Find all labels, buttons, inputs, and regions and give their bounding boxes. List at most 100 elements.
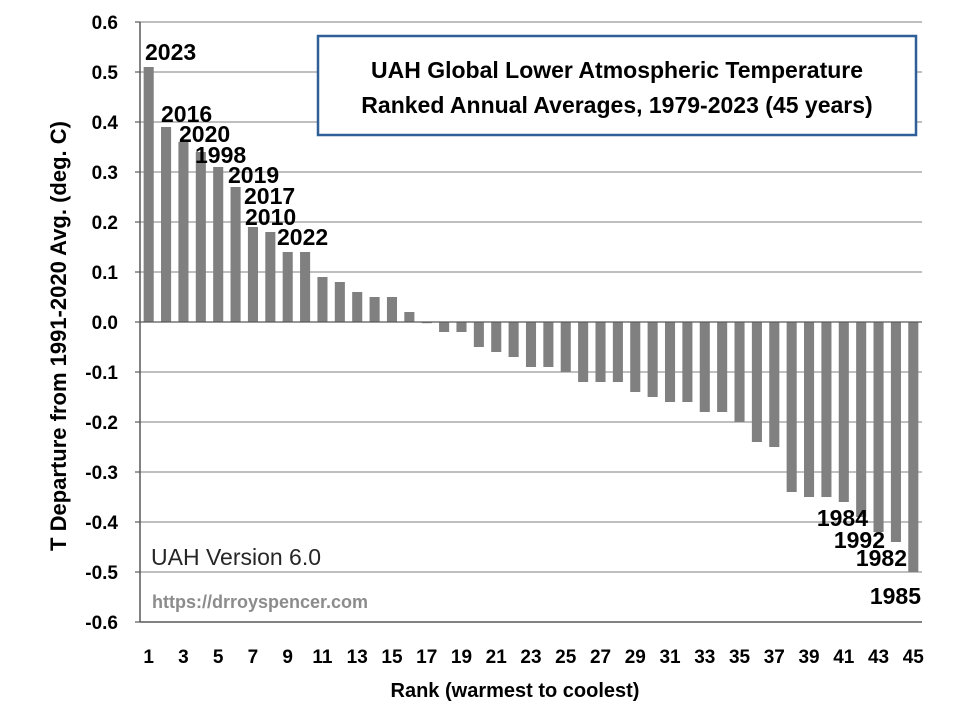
bar-rank-7 xyxy=(247,227,258,322)
x-tick-label: 5 xyxy=(213,647,224,668)
y-tick-label: -0.4 xyxy=(85,513,118,534)
year-label-1984: 1984 xyxy=(817,505,868,531)
bar-rank-4 xyxy=(195,152,206,322)
bar-rank-11 xyxy=(317,277,328,322)
year-label-1992: 1992 xyxy=(834,527,885,553)
x-axis-label: Rank (warmest to coolest) xyxy=(391,680,640,702)
y-tick-label: 0.5 xyxy=(92,63,119,84)
bar-rank-36 xyxy=(751,322,762,442)
x-tick-label: 15 xyxy=(381,647,403,668)
year-label-2020: 2020 xyxy=(179,121,230,147)
bar-rank-43 xyxy=(873,322,884,532)
y-axis-label: T Departure from 1991-2020 Avg. (deg. C) xyxy=(46,121,71,551)
bar-rank-14 xyxy=(369,297,380,322)
bar-rank-29 xyxy=(630,322,641,392)
x-tick-label: 11 xyxy=(312,647,333,668)
bar-rank-25 xyxy=(560,322,571,372)
bar-rank-22 xyxy=(508,322,519,357)
axes xyxy=(135,21,922,623)
bar-rank-23 xyxy=(525,322,537,367)
bar-rank-3 xyxy=(178,142,189,322)
x-tick-label: 1 xyxy=(143,647,154,668)
x-tick-label: 37 xyxy=(764,647,785,668)
bar-rank-42 xyxy=(856,322,867,517)
title-box-border xyxy=(316,34,918,137)
bar-rank-34 xyxy=(717,322,728,412)
bar-rank-5 xyxy=(213,167,224,322)
y-tick-label: -0.3 xyxy=(85,463,118,484)
x-tick-label: 27 xyxy=(590,647,611,668)
year-label-2017: 2017 xyxy=(244,183,295,209)
y-tick-label: -0.2 xyxy=(85,413,118,434)
x-tick-label: 29 xyxy=(625,647,646,668)
y-tick-label: 0.0 xyxy=(92,313,118,334)
x-tick-label: 19 xyxy=(451,647,472,668)
bar-rank-30 xyxy=(647,322,658,397)
bar-rank-9 xyxy=(282,252,293,322)
bar-rank-27 xyxy=(595,322,606,382)
x-tick-label: 25 xyxy=(555,647,577,668)
bar-rank-1 xyxy=(143,67,154,322)
x-tick-label: 33 xyxy=(694,647,715,668)
x-tick-labels: 1 3 5 7 9 11 13 15 17 19 21 23 25 27 29 31 33 35 37 39 41 43 4… xyxy=(143,647,924,668)
year-label-2016: 2016 xyxy=(161,101,212,127)
year-label-2019: 2019 xyxy=(228,162,279,188)
x-tick-label: 17 xyxy=(416,647,437,668)
year-label-1985: 1985 xyxy=(870,583,921,609)
bar-rank-37 xyxy=(769,322,780,447)
bar-rank-41 xyxy=(838,322,849,502)
bar-rank-24 xyxy=(543,322,554,367)
x-tick-label: 45 xyxy=(903,647,925,668)
y-tick-label: 0.4 xyxy=(92,113,119,134)
year-label-1998: 1998 xyxy=(195,142,246,168)
bar-rank-13 xyxy=(352,292,363,322)
x-tick-label: 41 xyxy=(833,647,855,668)
y-tick-label: 0.3 xyxy=(92,163,118,184)
year-label-2022: 2022 xyxy=(277,224,328,250)
x-tick-label: 13 xyxy=(347,647,368,668)
x-tick-label: 9 xyxy=(282,647,293,668)
bar-rank-33 xyxy=(699,322,710,412)
x-tick-label: 3 xyxy=(178,647,189,668)
x-tick-label: 35 xyxy=(729,647,751,668)
bar-rank-26 xyxy=(578,322,589,382)
bar-rank-40 xyxy=(821,322,832,497)
bar-rank-45 xyxy=(908,322,919,572)
bar-rank-32 xyxy=(682,322,693,402)
bar-series xyxy=(143,67,919,572)
x-tick-label: 39 xyxy=(798,647,819,668)
x-tick-label: 31 xyxy=(659,647,681,668)
bar-rank-12 xyxy=(334,282,345,322)
bar-rank-20 xyxy=(473,322,484,347)
bar-rank-19 xyxy=(456,322,467,332)
year-label-2023: 2023 xyxy=(145,39,196,65)
bar-rank-35 xyxy=(734,322,745,422)
year-label-1982: 1982 xyxy=(856,545,907,571)
x-tick-label: 43 xyxy=(868,647,889,668)
x-tick-label: 21 xyxy=(486,647,508,668)
title-box: UAH Global Lower Atmospheric Temperature… xyxy=(316,34,918,137)
x-tick-label: 7 xyxy=(248,647,259,668)
y-tick-label: -0.1 xyxy=(85,363,118,384)
version-label: UAH Version 6.0 xyxy=(151,544,321,570)
bar-rank-44 xyxy=(890,322,901,542)
bar-rank-39 xyxy=(804,322,815,497)
chart-title-line-2: Ranked Annual Averages, 1979-2023 (45 ye… xyxy=(361,92,872,118)
bar-rank-38 xyxy=(786,322,797,492)
bar-rank-28 xyxy=(612,322,623,382)
year-label-2010: 2010 xyxy=(245,204,296,230)
y-tick-labels: 0.6 0.5 0.4 0.3 0.2 0.1 0.0 -0.1 -0.2 -0.3 -0.4 -0.… xyxy=(85,13,118,634)
y-tick-label: 0.2 xyxy=(92,213,118,234)
bar-rank-8 xyxy=(265,232,276,322)
bar-rank-6 xyxy=(230,187,241,322)
chart-title-line-1: UAH Global Lower Atmospheric Temperature xyxy=(371,57,863,83)
y-tick-label: -0.5 xyxy=(85,563,118,584)
y-tick-label: 0.6 xyxy=(92,13,118,34)
x-tick-label: 23 xyxy=(520,647,541,668)
bar-rank-15 xyxy=(386,297,398,322)
bar-rank-18 xyxy=(439,322,450,332)
bar-rank-21 xyxy=(491,322,502,352)
source-url: https://drroyspencer.com xyxy=(152,592,368,612)
